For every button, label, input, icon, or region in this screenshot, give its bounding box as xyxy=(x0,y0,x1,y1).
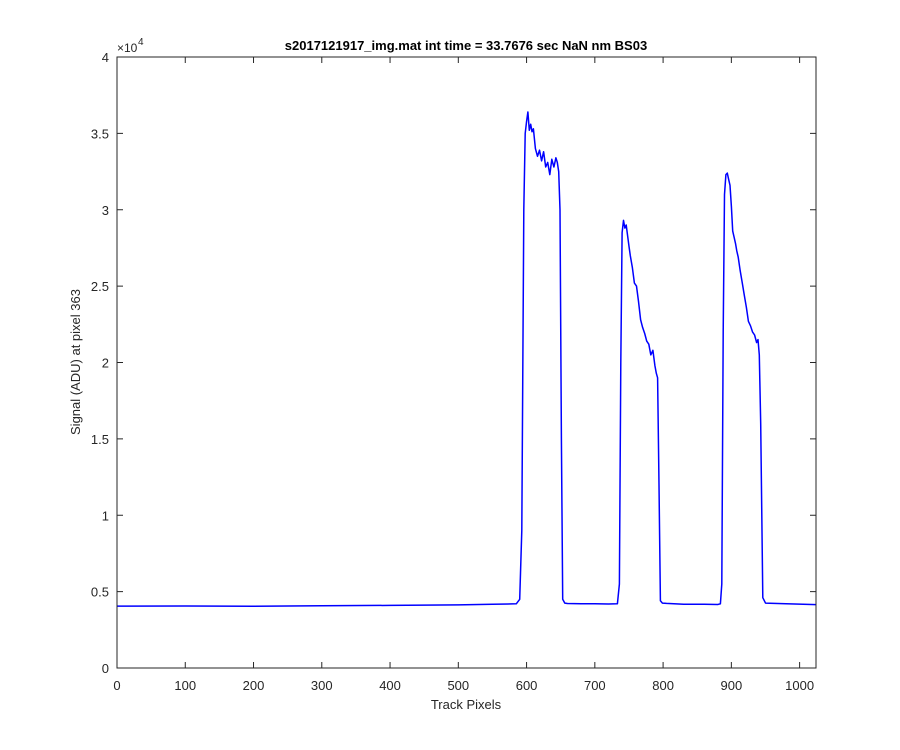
y-tick-label: 3.5 xyxy=(91,126,109,141)
y-axis-exponent: ×10 4 xyxy=(117,37,144,55)
y-tick-label: 2 xyxy=(102,356,109,371)
y-tick-label: 1.5 xyxy=(91,432,109,447)
x-tick-label: 0 xyxy=(113,678,120,693)
series-line xyxy=(116,111,817,608)
y-axis-exponent-power: 4 xyxy=(138,37,144,48)
y-axis: 0 0.5 1 1.5 2 2.5 3 3.5 4 xyxy=(91,50,816,676)
x-tick-label: 500 xyxy=(447,678,469,693)
x-tick-label: 1000 xyxy=(785,678,814,693)
x-tick-label: 300 xyxy=(311,678,333,693)
x-tick-label: 600 xyxy=(516,678,538,693)
x-tick-label: 200 xyxy=(243,678,265,693)
y-tick-label: 2.5 xyxy=(91,279,109,294)
y-tick-label: 4 xyxy=(102,50,109,65)
y-axis-label: Signal (ADU) at pixel 363 xyxy=(68,289,83,435)
x-tick-label: 800 xyxy=(652,678,674,693)
x-axis: 0 100 200 300 400 500 600 700 800 900 1000 xyxy=(113,57,814,693)
x-axis-label: Track Pixels xyxy=(431,697,502,712)
x-tick-label: 700 xyxy=(584,678,606,693)
chart-title: s2017121917_img.mat int time = 33.7676 s… xyxy=(285,38,647,53)
y-tick-label: 0.5 xyxy=(91,585,109,600)
y-tick-label: 3 xyxy=(102,203,109,218)
x-tick-label: 100 xyxy=(174,678,196,693)
y-axis-exponent-base: ×10 xyxy=(117,41,138,55)
x-tick-label: 400 xyxy=(379,678,401,693)
y-tick-label: 0 xyxy=(102,661,109,676)
x-tick-label: 900 xyxy=(721,678,743,693)
axes-box xyxy=(116,56,817,669)
y-tick-label: 1 xyxy=(102,508,109,523)
